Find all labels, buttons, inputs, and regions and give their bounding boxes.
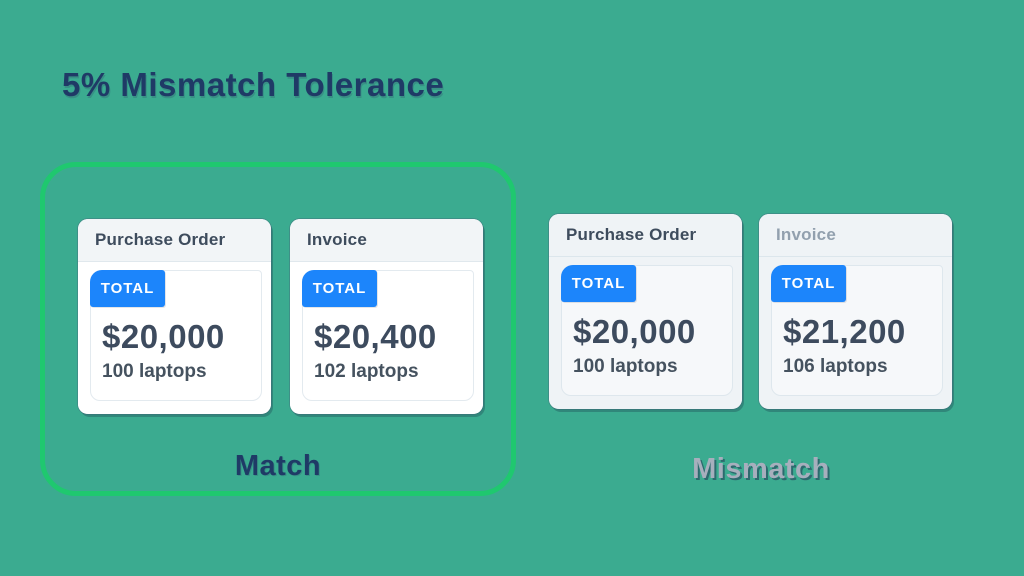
total-amount: $20,000 xyxy=(573,313,696,350)
total-amount: $20,400 xyxy=(314,318,437,355)
page-title: 5% Mismatch Tolerance xyxy=(62,66,445,103)
match-cards: Purchase Order TOTAL $20,000 100 laptops… xyxy=(78,219,483,414)
match-label: Match xyxy=(234,450,322,482)
card-header-label: Purchase Order xyxy=(95,230,226,249)
card-header-label: Invoice xyxy=(776,225,836,244)
card-header-label: Invoice xyxy=(307,230,367,249)
quantity-label: 102 laptops xyxy=(314,361,419,382)
total-amount: $20,000 xyxy=(102,318,225,355)
quantity-label: 100 laptops xyxy=(102,361,207,382)
mismatch-purchase-order-card: Purchase Order TOTAL $20,000 100 laptops xyxy=(549,214,742,409)
card-body: TOTAL $20,000 100 laptops xyxy=(78,262,271,413)
total-badge: TOTAL xyxy=(771,265,846,302)
mismatch-invoice-card: Invoice TOTAL $21,200 106 laptops xyxy=(759,214,952,409)
quantity-label: 106 laptops xyxy=(783,356,888,377)
quantity-label: 100 laptops xyxy=(573,356,678,377)
card-header: Invoice xyxy=(290,219,483,262)
total-amount: $21,200 xyxy=(783,313,906,350)
total-badge: TOTAL xyxy=(302,270,377,307)
match-group: Purchase Order TOTAL $20,000 100 laptops… xyxy=(40,162,516,496)
mismatch-group: Purchase Order TOTAL $20,000 100 laptops… xyxy=(549,162,973,496)
card-body: TOTAL $20,000 100 laptops xyxy=(549,257,742,408)
card-header-label: Purchase Order xyxy=(566,225,697,244)
card-body: TOTAL $21,200 106 laptops xyxy=(759,257,952,408)
total-badge: TOTAL xyxy=(90,270,165,307)
total-badge: TOTAL xyxy=(561,265,636,302)
mismatch-label: Mismatch xyxy=(692,453,830,485)
mismatch-cards: Purchase Order TOTAL $20,000 100 laptops… xyxy=(549,214,952,409)
match-purchase-order-card: Purchase Order TOTAL $20,000 100 laptops xyxy=(78,219,271,414)
card-body: TOTAL $20,400 102 laptops xyxy=(290,262,483,413)
match-invoice-card: Invoice TOTAL $20,400 102 laptops xyxy=(290,219,483,414)
card-header: Invoice xyxy=(759,214,952,257)
card-header: Purchase Order xyxy=(549,214,742,257)
card-header: Purchase Order xyxy=(78,219,271,262)
